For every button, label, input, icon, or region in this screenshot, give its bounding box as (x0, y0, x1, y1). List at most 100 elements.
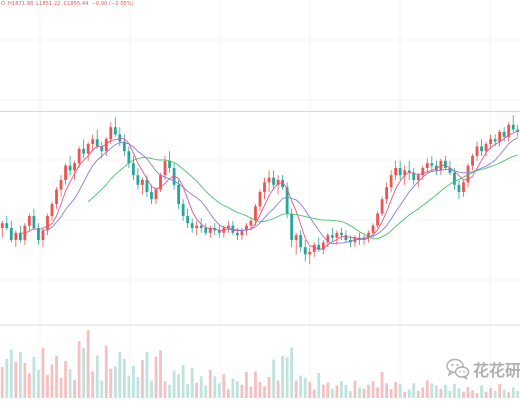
candle-body (145, 180, 149, 192)
candle-body (263, 182, 266, 192)
volume-bar (407, 389, 411, 398)
volume-bar (41, 347, 45, 398)
volume-bar (511, 387, 515, 398)
volume-bar (231, 378, 235, 398)
volume-bar (64, 360, 67, 398)
volume-bar (412, 383, 416, 398)
candle-body (5, 223, 9, 228)
volume-bar (145, 351, 149, 398)
candle-body (407, 170, 411, 173)
volume-bar (471, 390, 474, 398)
candle-body (498, 132, 502, 142)
volume-bar (326, 382, 330, 398)
volume-bar (127, 375, 131, 398)
watermark: 花花研 (446, 356, 520, 382)
volume-bar (285, 357, 289, 398)
volume-bar (434, 385, 438, 398)
volume-bar (358, 387, 361, 398)
volume-bar (23, 363, 27, 398)
volume-bar (321, 384, 325, 398)
candle-body (308, 252, 312, 255)
candle-body (339, 232, 343, 236)
volume-bar (181, 365, 185, 398)
candle-body (398, 168, 402, 176)
candle-body (430, 163, 434, 166)
volume-bar (245, 372, 248, 398)
candle-body (425, 163, 429, 168)
price-pane[interactable] (0, 111, 520, 264)
volume-bar (290, 347, 294, 398)
candle-body (321, 242, 325, 250)
candle-body (64, 165, 67, 180)
volume-bar (489, 388, 493, 398)
candle-body (371, 225, 375, 233)
volume-bar (403, 391, 407, 398)
volume-bar (104, 345, 108, 398)
volume-bar (335, 385, 339, 398)
volume-bar (448, 391, 452, 398)
candle-body (330, 235, 334, 238)
volume-bar (425, 380, 429, 398)
candle-body (326, 235, 330, 243)
volume-bar (154, 356, 158, 398)
volume-bar (18, 351, 22, 398)
volume-bar (371, 381, 375, 398)
candle-body (466, 165, 470, 183)
volume-bar (389, 388, 393, 398)
candle-body (141, 180, 144, 185)
candle-body (59, 180, 63, 190)
volume-bar (217, 383, 221, 398)
ma-line-long (87, 154, 518, 240)
candle-body (27, 216, 31, 226)
candle-body (362, 237, 366, 240)
candle-body (208, 228, 212, 233)
candle-body (204, 228, 208, 233)
volume-bar (0, 367, 4, 398)
candle-body (122, 141, 126, 152)
ma-line-mid (42, 137, 518, 245)
volume-bar (73, 379, 77, 398)
volume-bar (5, 358, 9, 398)
volume-bar (172, 370, 176, 398)
volume-bar (367, 384, 370, 398)
candle-body (199, 225, 203, 228)
volume-bar (109, 368, 113, 398)
volume-bar (82, 347, 86, 398)
candle-body (23, 225, 27, 240)
volume-bar (317, 372, 321, 398)
candle-body (471, 156, 474, 166)
volume-bar (507, 392, 511, 398)
candle-body (91, 139, 95, 144)
volume-bar (95, 355, 99, 398)
candle-body (195, 225, 199, 228)
candle-body (127, 151, 131, 164)
candle-body (394, 168, 398, 176)
candle-body (344, 235, 348, 240)
candle-body (245, 225, 248, 231)
volume-bar (163, 381, 167, 398)
volume-bar (195, 382, 199, 398)
volume-bar (113, 366, 117, 398)
candle-body (226, 225, 230, 228)
candle-body (109, 127, 113, 140)
candle-body (276, 180, 280, 185)
volume-bar (376, 387, 379, 398)
volume-bar (159, 350, 162, 398)
volume-bar (50, 364, 54, 398)
volume-bar (362, 388, 366, 398)
candle-body (50, 204, 54, 216)
candle-body (421, 168, 425, 176)
candle-body (457, 184, 461, 192)
readout-low: L1851.22 (36, 1, 61, 7)
candle-body (507, 124, 511, 137)
candle-body (37, 228, 40, 240)
candle-body (113, 127, 117, 135)
candle-body (159, 175, 162, 190)
candle-body (86, 144, 90, 154)
volume-bar (430, 383, 434, 398)
volume-pane[interactable] (0, 330, 520, 398)
candle-body (489, 139, 493, 144)
